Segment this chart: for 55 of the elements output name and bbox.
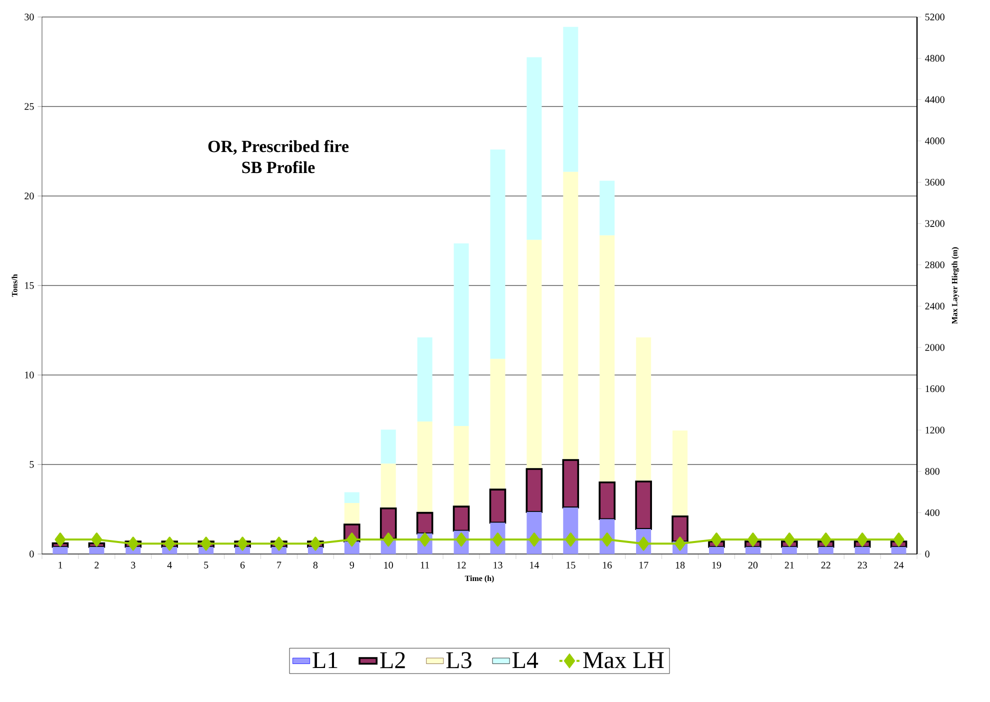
- x-tick-label: 10: [384, 562, 393, 569]
- y-tick-label: 30: [24, 14, 34, 20]
- x-tick-label: 17: [639, 562, 648, 568]
- y2-tick-label: 800: [925, 468, 940, 475]
- x-tick-label: 8: [313, 562, 318, 569]
- y2-tick-label: 0: [925, 550, 930, 558]
- y2-tick-label: 4000: [925, 138, 944, 144]
- x-axis-title: Time (h): [464, 575, 494, 583]
- x-tick-label: 24: [894, 562, 904, 568]
- legend-label: L4: [512, 652, 538, 668]
- x-tick-label: 1: [58, 562, 62, 568]
- x-tick-label: 4: [167, 562, 172, 568]
- legend-label: L1: [312, 652, 338, 668]
- x-tick-label: 3: [131, 562, 136, 569]
- y-tick-label: 0: [30, 550, 34, 558]
- y2-tick-label: 2400: [925, 302, 944, 310]
- legend-label: L3: [446, 652, 472, 668]
- x-tick-label: 13: [494, 562, 502, 569]
- y-tick-label: 15: [25, 282, 34, 289]
- y-tick-label: 5: [30, 461, 34, 468]
- x-tick-label: 20: [748, 562, 758, 569]
- legend-label: Max LH: [583, 652, 664, 668]
- y-tick-label: 25: [24, 103, 34, 110]
- y-axis-title: Tons/h: [12, 274, 18, 297]
- x-tick-label: 22: [821, 562, 830, 568]
- x-tick-label: 23: [858, 562, 867, 569]
- y2-tick-label: 5200: [925, 14, 944, 20]
- x-tick-label: 21: [784, 562, 794, 568]
- y2-tick-label: 1600: [926, 385, 944, 392]
- y2-tick-label: 400: [925, 509, 940, 516]
- y2-tick-label: 1200: [926, 426, 944, 434]
- y2-tick-label: 4400: [925, 96, 944, 103]
- y-tick-label: 20: [24, 192, 34, 200]
- x-tick-label: 9: [350, 562, 354, 569]
- y2-tick-label: 3200: [925, 220, 944, 227]
- text: SB Profile: [242, 161, 315, 174]
- x-tick-label: 18: [676, 562, 685, 569]
- y2-tick-label: 2800: [925, 261, 944, 268]
- x-tick-label: 7: [277, 562, 282, 568]
- x-tick-label: 15: [566, 562, 576, 568]
- x-tick-label: 16: [602, 562, 612, 569]
- x-tick-label: 19: [712, 562, 722, 569]
- text: OR, Prescribed fire: [208, 140, 349, 155]
- x-tick-label: 12: [457, 562, 466, 568]
- y2-axis-title: Max Layer Hiegth (m): [952, 247, 959, 324]
- x-tick-label: 5: [204, 562, 208, 568]
- legend-label: L2: [380, 652, 405, 668]
- y-tick-label: 10: [25, 372, 34, 378]
- x-tick-label: 6: [240, 562, 245, 569]
- x-tick-label: 11: [420, 562, 430, 568]
- x-tick-label: 2: [94, 562, 99, 568]
- x-tick-label: 14: [530, 562, 540, 568]
- y2-tick-label: 2000: [925, 344, 944, 351]
- y2-tick-label: 3600: [925, 178, 944, 186]
- y2-tick-label: 4800: [925, 54, 944, 62]
